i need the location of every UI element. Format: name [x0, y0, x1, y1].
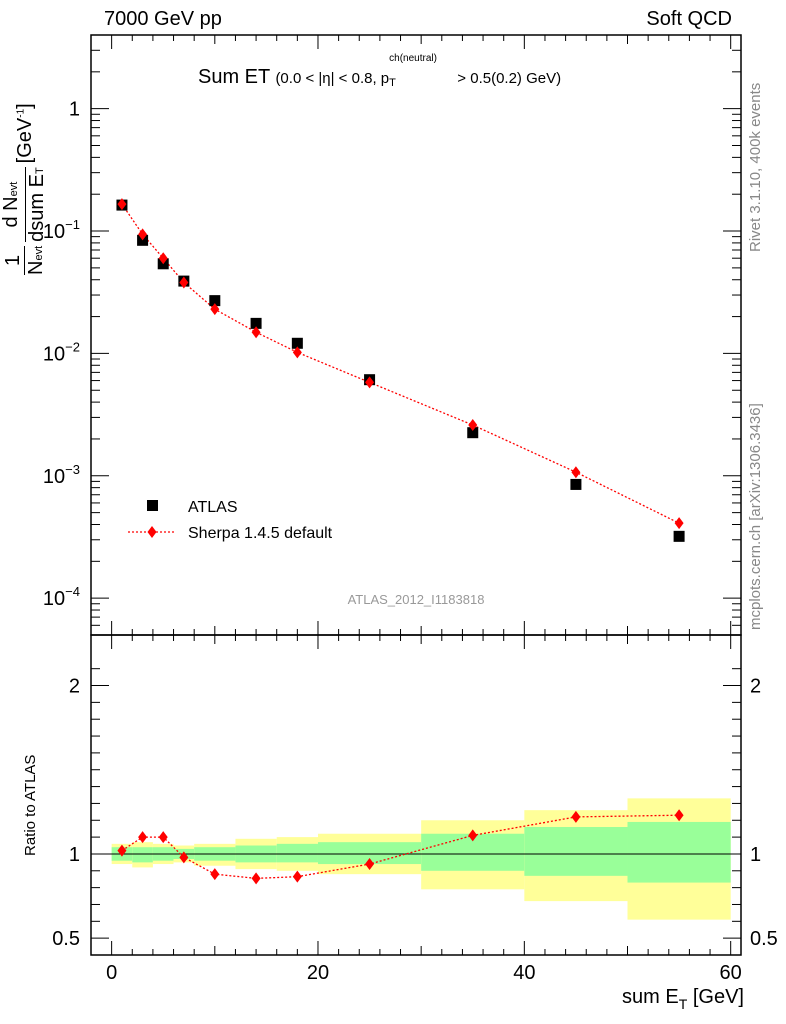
sherpa-data-point [674, 517, 684, 530]
cuts-sup: ch(neutral) [389, 53, 437, 64]
legend-sherpa-label: Sherpa 1.4.5 default [188, 525, 333, 542]
ratio-sherpa-point [292, 870, 302, 883]
ratio-sherpa-point [468, 829, 478, 842]
ratio-sherpa-point [674, 809, 684, 822]
main-title-cuts: (0.0 < |η| < 0.8, p ch(neutral) T > 0.5(0.… [275, 53, 562, 89]
stat-uncertainty-band [627, 821, 731, 883]
sherpa-data-point [251, 326, 261, 339]
ratio-sherpa-point [138, 831, 148, 844]
main-title-text: Sum ET [198, 66, 270, 88]
header-right: Soft QCD [646, 8, 732, 30]
cuts-suffix: > 0.5(0.2) GeV) [453, 70, 562, 87]
atlas-data-point [570, 478, 582, 490]
ratio-sherpa-point [365, 858, 375, 871]
legend: ATLAS Sherpa 1.4.5 default [128, 499, 333, 542]
ratio-y-ticks [91, 668, 741, 939]
sherpa-data-point [468, 419, 478, 432]
x-tick-label: 20 [307, 962, 329, 984]
sherpa-data-point [365, 376, 375, 389]
analysis-watermark: ATLAS_2012_I1183818 [348, 592, 485, 607]
ratio-sherpa-point [158, 831, 168, 844]
ratio-sherpa-point [210, 868, 220, 881]
y-tick-label: 10−2 [43, 339, 80, 365]
x-tick-label: 60 [720, 962, 742, 984]
sherpa-data-point [158, 252, 168, 265]
y-tick-label: 10−4 [43, 584, 80, 610]
ratio-y-tick-label-right: 0.5 [750, 928, 778, 950]
ratio-plot-frame [90, 634, 742, 956]
cuts-sub: T [389, 77, 396, 89]
sherpa-data-point [117, 198, 127, 211]
main-title: Sum ET (0.0 < |η| < 0.8, p ch(neutral) T >… [198, 53, 562, 89]
ratio-y-tick-label: 2 [69, 676, 80, 698]
y-tick-label: 10−3 [43, 462, 80, 488]
sherpa-data-point [292, 346, 302, 359]
main-y-ticks [91, 34, 741, 636]
ratio-bands [111, 798, 731, 920]
sherpa-points [117, 198, 684, 530]
sherpa-data-point [571, 466, 581, 479]
legend-atlas-label: ATLAS [188, 499, 238, 516]
atlas-data-point [467, 427, 479, 439]
x-ticks [111, 35, 732, 955]
ratio-y-tick-label-right: 1 [750, 844, 761, 866]
stat-uncertainty-band [276, 843, 318, 863]
ratio-y-tick-label: 1 [69, 844, 80, 866]
cuts-prefix: (0.0 < |η| < 0.8, p [275, 70, 390, 87]
stat-uncertainty-band [524, 827, 628, 876]
x-axis-label: sum ET [GeV] [622, 986, 744, 1012]
ratio-sherpa-point [179, 851, 189, 864]
x-tick-label: 0 [106, 962, 117, 984]
legend-atlas-marker [147, 500, 158, 511]
ratio-sherpa-point [117, 844, 127, 857]
sherpa-data-point [210, 303, 220, 316]
ratio-y-tick-label-right: 2 [750, 676, 761, 698]
sherpa-line [121, 203, 680, 524]
main-plot-frame [90, 34, 742, 636]
stat-uncertainty-band [317, 842, 422, 865]
header-left: 7000 GeV pp [104, 8, 222, 30]
atlas-data-point [250, 317, 262, 329]
ratio-sherpa-point [571, 810, 581, 823]
ratio-sherpa-points [117, 809, 684, 885]
y-tick-label: 10−1 [43, 217, 80, 243]
sherpa-data-point [138, 228, 148, 241]
atlas-points [116, 199, 685, 542]
atlas-data-point [673, 530, 685, 542]
sherpa-data-point [179, 276, 189, 289]
atlas-data-point [291, 337, 303, 349]
stat-uncertainty-band [132, 847, 153, 863]
x-tick-label: 40 [513, 962, 535, 984]
ratio-y-tick-label: 0.5 [52, 928, 80, 950]
ratio-sherpa-point [251, 872, 261, 885]
atlas-data-point [209, 295, 221, 307]
y-tick-label: 1 [69, 99, 80, 121]
legend-sherpa-marker [147, 526, 157, 538]
